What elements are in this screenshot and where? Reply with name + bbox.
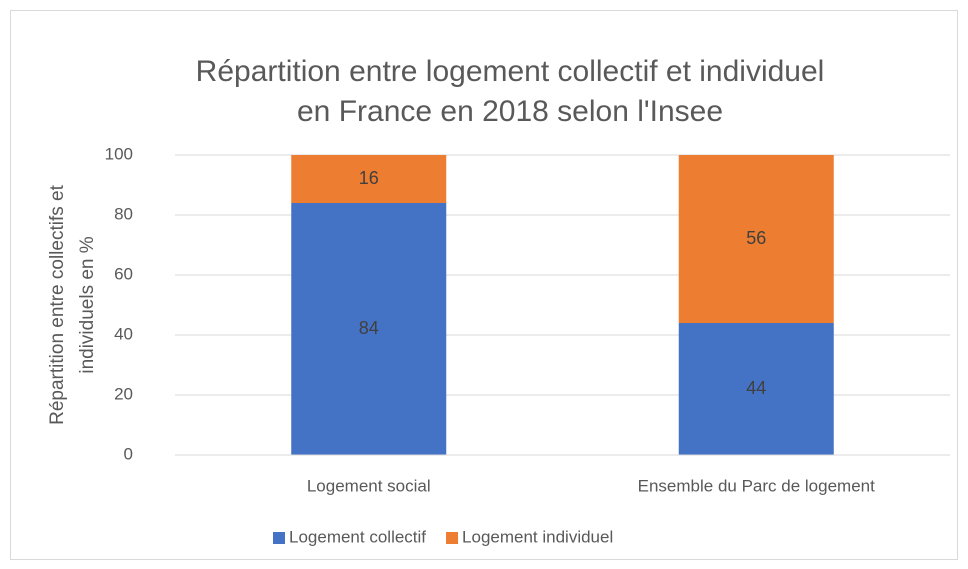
y-axis-label: individuels en % — [77, 236, 98, 373]
y-tick-label: 20 — [114, 384, 133, 403]
legend-label: Logement individuel — [462, 527, 613, 546]
bar-segment — [678, 155, 834, 323]
y-tick-label: 60 — [114, 264, 133, 283]
bar-segment — [291, 155, 447, 203]
legend-swatch — [446, 532, 459, 544]
x-tick-label: Ensemble du Parc de logement — [638, 476, 875, 495]
chart-title: en France en 2018 selon l'Insee — [297, 95, 723, 128]
bar-segment — [291, 203, 447, 455]
y-tick-label: 40 — [114, 324, 133, 343]
x-tick-label: Logement social — [307, 476, 431, 495]
y-tick-label: 0 — [124, 444, 133, 463]
data-label: 84 — [359, 318, 379, 338]
legend-swatch — [273, 532, 285, 544]
data-label: 44 — [746, 378, 766, 398]
y-axis-label: Répartition entre collectifs et — [47, 184, 68, 424]
bar-segment — [678, 323, 834, 455]
legend-label: Logement collectif — [289, 527, 426, 546]
y-tick-label: 100 — [105, 144, 133, 163]
y-tick-label: 80 — [114, 204, 133, 223]
chart-title: Répartition entre logement collectif et … — [196, 55, 825, 88]
data-label: 56 — [746, 228, 766, 248]
data-label: 16 — [359, 168, 379, 188]
